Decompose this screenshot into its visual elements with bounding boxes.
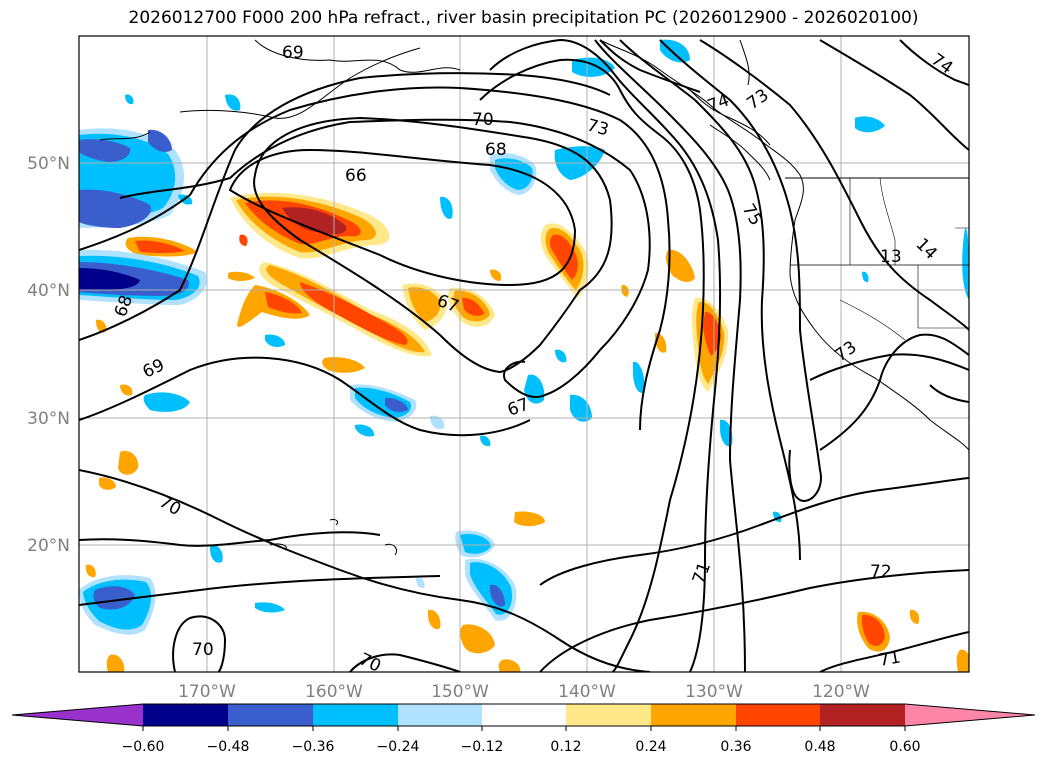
lon-label: 130°W xyxy=(685,682,743,702)
contour-label: 72 xyxy=(870,562,892,582)
map-frame xyxy=(78,35,970,673)
colorbar-segment xyxy=(482,704,566,726)
contour-label: 13 xyxy=(880,247,902,267)
negative-anomaly-band xyxy=(79,39,969,635)
colorbar-tick-label: −0.36 xyxy=(292,739,335,755)
colorbar-segment xyxy=(228,704,313,726)
colorbar-extend-low xyxy=(12,704,143,726)
contour-label: 69 xyxy=(282,43,304,63)
contour-label: 71 xyxy=(877,647,902,670)
contour-label: 66 xyxy=(345,166,367,186)
map-background xyxy=(79,36,969,672)
colorbar-tick-label: 0.12 xyxy=(550,739,581,755)
lat-label: 20°N xyxy=(27,536,70,556)
contour-label: 70 xyxy=(472,110,494,130)
lat-label: 40°N xyxy=(27,281,70,301)
latitude-labels: 50°N 40°N 30°N 20°N xyxy=(27,154,70,556)
colorbar-segment xyxy=(143,704,228,726)
contour-label: 70 xyxy=(192,640,214,660)
contour-label: 70 xyxy=(356,649,384,676)
colorbar-tick-label: 0.60 xyxy=(889,739,920,755)
lon-label: 120°W xyxy=(812,682,870,702)
colorbar-segment xyxy=(313,704,398,726)
colorbar-segment xyxy=(566,704,651,726)
colorbar-tick-label: −0.12 xyxy=(461,739,504,755)
contour-67 xyxy=(253,116,613,374)
lon-label: 140°W xyxy=(558,682,616,702)
colorbar-segment xyxy=(651,704,736,726)
coastlines xyxy=(99,39,969,556)
chart-title: 2026012700 F000 200 hPa refract., river … xyxy=(128,8,919,28)
contour-66 xyxy=(228,148,577,287)
colorbar-extend-high xyxy=(905,704,1035,726)
colorbar-tick-label: −0.48 xyxy=(207,739,250,755)
colorbar-segment xyxy=(398,704,482,726)
lon-label: 160°W xyxy=(305,682,363,702)
colorbar-tick-label: −0.60 xyxy=(122,739,165,755)
longitude-labels: 170°W 160°W 150°W 140°W 130°W 120°W xyxy=(178,682,870,702)
refractivity-contours xyxy=(79,38,969,672)
colorbar-tick-label: −0.24 xyxy=(377,739,420,755)
lat-label: 50°N xyxy=(27,154,70,174)
colorbar-segment xyxy=(736,704,820,726)
contour-label: 68 xyxy=(485,140,507,160)
colorbar-tick-label: 0.36 xyxy=(720,739,751,755)
colorbar: −0.60 −0.48 −0.36 −0.24 −0.12 0.12 0.24 … xyxy=(11,703,1036,755)
lon-label: 170°W xyxy=(178,682,236,702)
lon-label: 150°W xyxy=(431,682,489,702)
colorbar-tick-label: 0.24 xyxy=(635,739,666,755)
colorbar-tick-label: 0.48 xyxy=(804,739,835,755)
colorbar-segment xyxy=(820,704,905,726)
lat-label: 30°N xyxy=(27,409,70,429)
